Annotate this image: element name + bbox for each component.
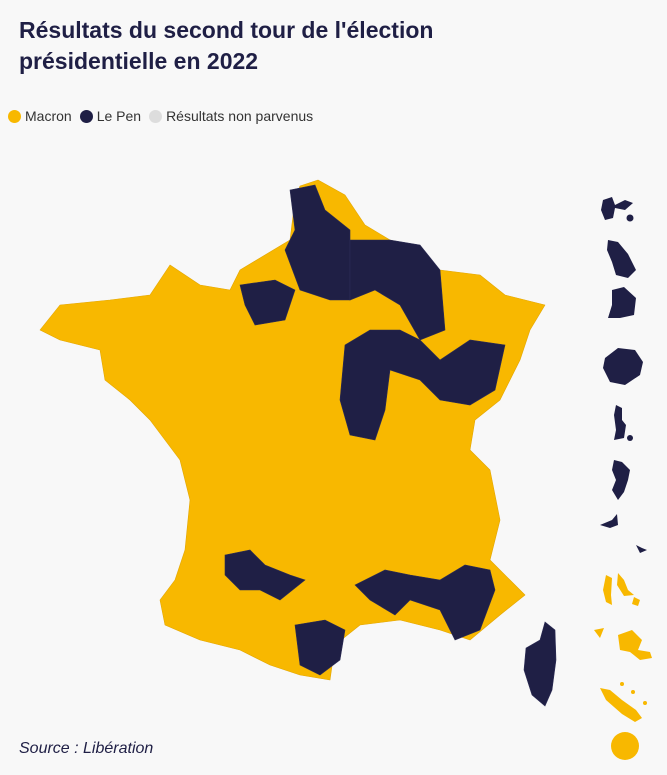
legend-label: Résultats non parvenus xyxy=(166,108,314,124)
legend-item-le-pen[interactable]: Le Pen xyxy=(79,108,142,124)
source-credit: Source : Libération xyxy=(19,740,154,757)
legend-item-no-results[interactable]: Résultats non parvenus xyxy=(149,108,313,124)
legend-item-macron[interactable]: Macron xyxy=(8,108,72,124)
region-provence-le-pen[interactable] xyxy=(354,564,496,641)
martinique[interactable] xyxy=(607,240,636,278)
guadeloupe-islet xyxy=(626,214,634,222)
region-nord-le-pen[interactable] xyxy=(284,184,351,301)
nouvelle-caledonie[interactable] xyxy=(594,628,652,660)
polynesie[interactable] xyxy=(603,573,640,606)
saint-martin[interactable] xyxy=(600,514,618,528)
legend-label: Le Pen xyxy=(96,108,142,124)
la-reunion[interactable] xyxy=(603,348,643,385)
wallis-polynesie-chain[interactable] xyxy=(600,688,642,722)
guadeloupe[interactable] xyxy=(601,197,633,220)
small-islet xyxy=(620,682,624,686)
region-aisne-marne-le-pen[interactable] xyxy=(349,239,446,341)
small-islet xyxy=(631,690,635,694)
region-lot-et-garonne-le-pen[interactable] xyxy=(224,549,306,601)
map-title: Résultats du second tour de l'élection p… xyxy=(19,17,434,74)
mayotte[interactable] xyxy=(612,460,630,500)
saint-pierre-et-miquelon[interactable] xyxy=(614,405,626,440)
macron-swatch-icon xyxy=(8,109,21,123)
no-results-swatch-icon xyxy=(149,109,163,123)
francais-etranger-circle[interactable] xyxy=(611,732,639,760)
legend: Macron Le Pen Résultats non parvenus xyxy=(8,108,321,124)
le-pen-swatch-icon xyxy=(79,109,93,123)
miquelon-islet xyxy=(627,435,633,441)
guyane[interactable] xyxy=(608,287,636,318)
wallis-et-futuna[interactable] xyxy=(636,545,647,553)
region-calvados-le-pen[interactable] xyxy=(239,279,296,326)
small-islet xyxy=(643,701,647,705)
legend-label: Macron xyxy=(25,108,72,124)
region-corse-le-pen[interactable] xyxy=(523,621,557,707)
overseas-territories xyxy=(594,197,652,760)
region-aude-le-pen[interactable] xyxy=(294,619,346,676)
region-bourgogne-le-pen[interactable] xyxy=(339,329,506,441)
